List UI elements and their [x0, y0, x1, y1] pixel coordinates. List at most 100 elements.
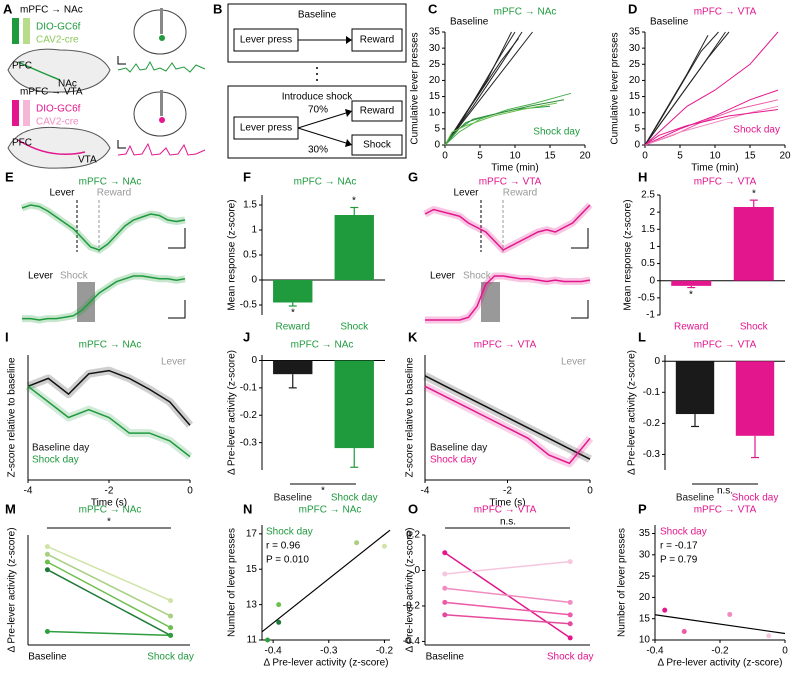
- point: [44, 551, 50, 557]
- trace-line: [424, 204, 591, 251]
- x-tick-label: Shock day: [732, 493, 779, 504]
- y-tick-label: 5: [434, 123, 440, 134]
- y-tick-label: 2: [649, 207, 655, 218]
- y-tick-label: 0: [251, 275, 257, 286]
- point: [442, 599, 448, 605]
- node-label: Lever press: [240, 123, 292, 134]
- syringe: [12, 100, 19, 126]
- frame: [227, 85, 407, 159]
- line: [444, 38, 519, 146]
- trace-line: [425, 275, 591, 321]
- example-trace: [117, 142, 206, 156]
- annotation: n.s.: [500, 517, 516, 528]
- y-tick-label: 0: [251, 355, 257, 366]
- chart-title: mPFC → NAc: [494, 7, 557, 18]
- arrowhead: [345, 139, 352, 147]
- y-tick-label: 1: [649, 241, 655, 252]
- x-axis-label: Δ Pre-lever activity (z-score): [657, 658, 782, 669]
- point: [727, 611, 733, 617]
- panel-label: L: [638, 329, 646, 344]
- legend-entry: Shock day: [430, 455, 477, 466]
- region-label: NAc: [58, 79, 77, 90]
- chart-title: mPFC → VTA: [694, 177, 757, 188]
- panel-label: F: [243, 169, 251, 184]
- point: [442, 571, 448, 577]
- annotation: Shock: [463, 271, 492, 282]
- fit-line: [654, 614, 786, 635]
- scale-bar: [117, 140, 126, 149]
- panel-label: B: [213, 1, 222, 16]
- y-tick-label: -0.1: [240, 382, 258, 393]
- node: [351, 100, 403, 122]
- chart-title: mPFC → VTA: [479, 177, 542, 188]
- annotation: Reward: [97, 188, 131, 199]
- annotation: *: [107, 517, 111, 528]
- scale-bar: [117, 56, 126, 65]
- arrow: [297, 112, 347, 129]
- x-tick-label: -4: [24, 486, 33, 497]
- y-tick-label: 11: [247, 635, 258, 646]
- line: [47, 561, 171, 629]
- dot: [316, 79, 318, 81]
- probability: 70%: [308, 105, 328, 116]
- x-tick-label: -2: [105, 486, 114, 497]
- line: [27, 385, 191, 458]
- x-tick-label: -0.4: [265, 646, 283, 657]
- y-tick-label: -1: [646, 310, 655, 321]
- line: [644, 109, 779, 146]
- bar: [733, 207, 774, 281]
- annotation: Reward: [503, 188, 537, 199]
- bar: [671, 280, 712, 286]
- x-tick-label: 5: [677, 151, 683, 162]
- point: [567, 621, 573, 627]
- y-tick-label: 0: [434, 140, 440, 151]
- y-tick-label: 1.5: [243, 200, 257, 211]
- chart-title: mPFC → VTA: [474, 340, 537, 351]
- x-tick-label: Baseline: [676, 493, 715, 504]
- panel-label: C: [428, 1, 438, 16]
- y-axis-label: Δ Pre-lever activity (z-score): [227, 350, 238, 475]
- point: [44, 628, 50, 634]
- y-tick-label: 10: [639, 635, 651, 646]
- y-tick-label: 20: [629, 75, 641, 86]
- y-tick-label: 15: [639, 613, 651, 624]
- x-tick-label: 0: [587, 486, 593, 497]
- point: [44, 544, 50, 550]
- point: [442, 550, 448, 556]
- x-tick-label: -2: [503, 486, 512, 497]
- y-tick-label: 0: [654, 356, 660, 367]
- x-tick-label: 0: [187, 486, 193, 497]
- panel-label: A: [3, 1, 13, 16]
- brain-sagittal: [7, 48, 111, 93]
- panel-label: I: [5, 329, 9, 344]
- x-tick-label: -4: [421, 486, 430, 497]
- annotation: Lever: [453, 188, 479, 199]
- x-axis-label: Time (s): [91, 498, 127, 509]
- panel-label: K: [408, 329, 418, 344]
- virus-label: CAV2-cre: [36, 35, 79, 46]
- annotation: Lever: [49, 188, 75, 199]
- brain-sagittal: [7, 126, 111, 169]
- site: [159, 35, 165, 41]
- y-axis-label: Cumulative lever presses: [610, 32, 621, 144]
- example-trace: [117, 60, 206, 73]
- fit-line: [261, 529, 391, 633]
- y-tick-label: 35: [629, 27, 641, 38]
- line: [444, 105, 551, 146]
- annotation: Baseline: [450, 17, 489, 28]
- y-tick-label: 35: [639, 528, 651, 539]
- error-band: [20, 201, 186, 254]
- point: [265, 637, 271, 643]
- line: [47, 545, 171, 602]
- point: [567, 559, 573, 565]
- line: [47, 553, 171, 617]
- annotation: Lever: [28, 271, 54, 282]
- line: [644, 99, 779, 146]
- y-tick-label: 30: [429, 43, 441, 54]
- y-tick-label: 1.5: [641, 224, 655, 235]
- chart-title: mPFC → NAc: [79, 505, 142, 516]
- y-axis-label: Number of lever presses: [617, 528, 628, 637]
- y-tick-label: -0.4: [403, 636, 421, 647]
- point: [168, 598, 174, 604]
- y-axis-label: Mean response (z-score): [623, 199, 634, 310]
